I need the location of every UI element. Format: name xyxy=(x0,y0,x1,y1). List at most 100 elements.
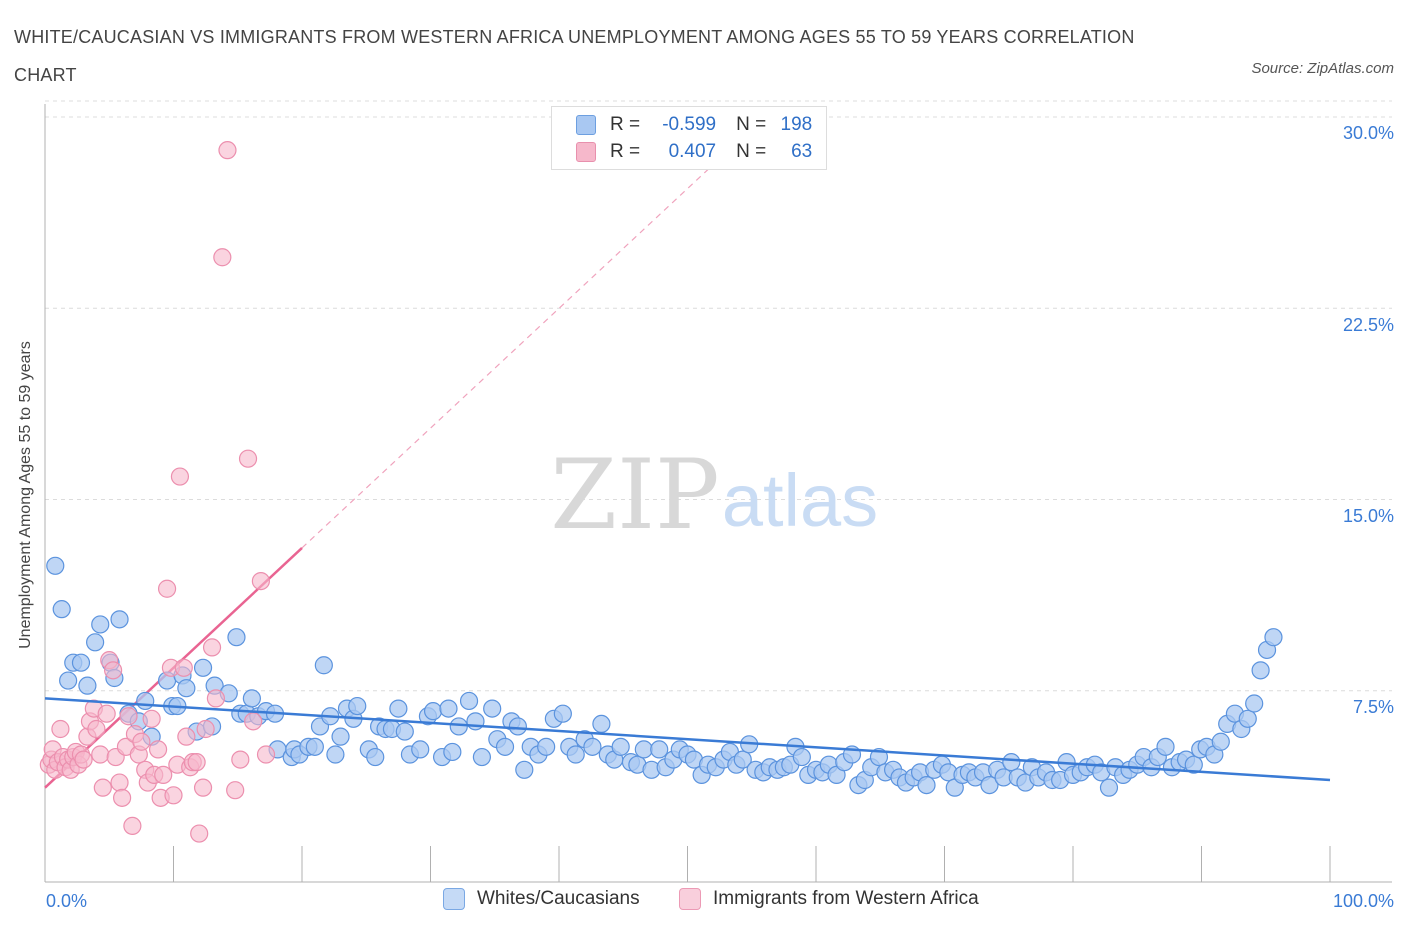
whites-point xyxy=(423,702,443,721)
immigrants-point xyxy=(164,786,183,805)
immigrants-point xyxy=(202,638,222,657)
immigrants-point xyxy=(206,689,226,708)
whites-point xyxy=(472,747,491,767)
immigrants-point xyxy=(132,732,151,751)
legend-row-whites: R = -0.599 N = 198 xyxy=(576,113,812,137)
whites-point xyxy=(242,689,261,708)
whites-point xyxy=(366,747,385,767)
legend-r-label: R = xyxy=(610,141,641,162)
whites-point xyxy=(917,775,936,795)
whites-point xyxy=(1184,755,1203,774)
whites-point xyxy=(326,745,345,764)
whites-point xyxy=(1245,694,1264,713)
whites-point xyxy=(792,747,811,767)
whites-point xyxy=(331,727,350,746)
watermark: ZIP atlas xyxy=(550,439,878,551)
legend-row-immigrants: R = 0.407 N = 63 xyxy=(576,140,812,164)
whites-trend-line xyxy=(44,697,1331,782)
whites-point xyxy=(553,704,572,723)
y-tick-label-15: 15.0% xyxy=(1342,506,1394,526)
immigrants-point xyxy=(104,661,123,680)
y-tick-label-7-5: 7.5% xyxy=(1352,697,1394,717)
legend-n-label: N = xyxy=(736,114,767,135)
whites-point xyxy=(449,717,468,736)
whites-point xyxy=(348,696,367,716)
immigrants-point xyxy=(177,727,196,746)
whites-point xyxy=(59,671,78,690)
whites-point xyxy=(439,699,458,718)
grid-lines xyxy=(45,100,1392,692)
whites-point xyxy=(634,740,653,759)
whites-point xyxy=(71,653,91,672)
legend-swatch-blue xyxy=(576,115,596,135)
immigrants-point xyxy=(93,778,112,797)
whites-point xyxy=(508,717,527,736)
whites-point xyxy=(52,600,71,619)
immigrants-point xyxy=(142,709,161,728)
legend-n-value: 198 xyxy=(780,114,813,135)
whites-point xyxy=(136,691,155,711)
immigrants-point xyxy=(251,571,270,591)
immigrants-point xyxy=(174,658,193,677)
y-tick-label-30: 30.0% xyxy=(1342,123,1394,143)
immigrants-point xyxy=(112,788,132,807)
immigrants-trend-extension xyxy=(301,152,727,549)
whites-point xyxy=(46,556,65,575)
immigrants-point xyxy=(196,719,215,739)
immigrants-point xyxy=(190,824,209,843)
blue-points-group xyxy=(46,556,1283,797)
legend-label-immigrants: Immigrants from Western Africa xyxy=(713,888,979,909)
whites-point xyxy=(78,676,97,695)
immigrants-point xyxy=(110,773,129,792)
legend-item-whites[interactable]: Whites/Caucasians xyxy=(443,888,640,910)
immigrants-point xyxy=(193,778,213,797)
whites-point xyxy=(515,760,534,779)
y-tick-label-22-5: 22.5% xyxy=(1342,315,1394,335)
legend-label-whites: Whites/Caucasians xyxy=(477,888,640,909)
legend-r-value: 0.407 xyxy=(668,141,717,162)
whites-point xyxy=(411,740,430,759)
whites-point xyxy=(459,691,479,711)
whites-point xyxy=(1251,661,1270,680)
legend-item-immigrants[interactable]: Immigrants from Western Africa xyxy=(679,888,979,910)
immigrants-point xyxy=(148,740,168,759)
legend-swatch-pink xyxy=(576,142,596,162)
whites-point xyxy=(86,633,105,652)
watermark-zip: ZIP xyxy=(550,439,719,551)
legend-r-label: R = xyxy=(610,114,641,135)
blue-trend-group xyxy=(44,697,1331,782)
whites-point xyxy=(177,679,196,698)
whites-point xyxy=(1099,778,1119,797)
whites-point xyxy=(537,737,556,756)
whites-point xyxy=(389,699,408,718)
whites-point xyxy=(592,714,611,734)
whites-point xyxy=(495,737,515,756)
immigrants-point xyxy=(87,719,106,739)
immigrants-point xyxy=(213,248,232,267)
immigrants-point xyxy=(97,704,116,723)
whites-point xyxy=(110,610,129,629)
whites-point xyxy=(583,737,602,756)
immigrants-point xyxy=(170,467,190,486)
whites-point xyxy=(483,699,502,718)
whites-point xyxy=(395,722,414,741)
whites-point xyxy=(227,628,246,647)
whites-point xyxy=(611,737,630,756)
whites-point xyxy=(1002,753,1021,772)
chart-source: Source: ZipAtlas.com xyxy=(1251,60,1394,77)
immigrants-point xyxy=(91,745,110,764)
chart-title: WHITE/CAUCASIAN VS IMMIGRANTS FROM WESTE… xyxy=(14,27,1135,85)
whites-point xyxy=(1264,628,1283,647)
immigrants-point xyxy=(226,781,245,800)
whites-point xyxy=(1156,737,1175,756)
whites-point xyxy=(91,615,110,634)
stats-legend: R = -0.599 N = 198 R = 0.407 N = 63 xyxy=(551,106,827,170)
x-tick-label-min: 0.0% xyxy=(46,891,88,911)
watermark-atlas: atlas xyxy=(722,459,878,542)
immigrants-point xyxy=(157,579,177,598)
immigrants-point xyxy=(123,816,142,836)
whites-point xyxy=(650,740,669,759)
immigrants-point xyxy=(238,449,258,468)
immigrants-point xyxy=(231,750,250,769)
